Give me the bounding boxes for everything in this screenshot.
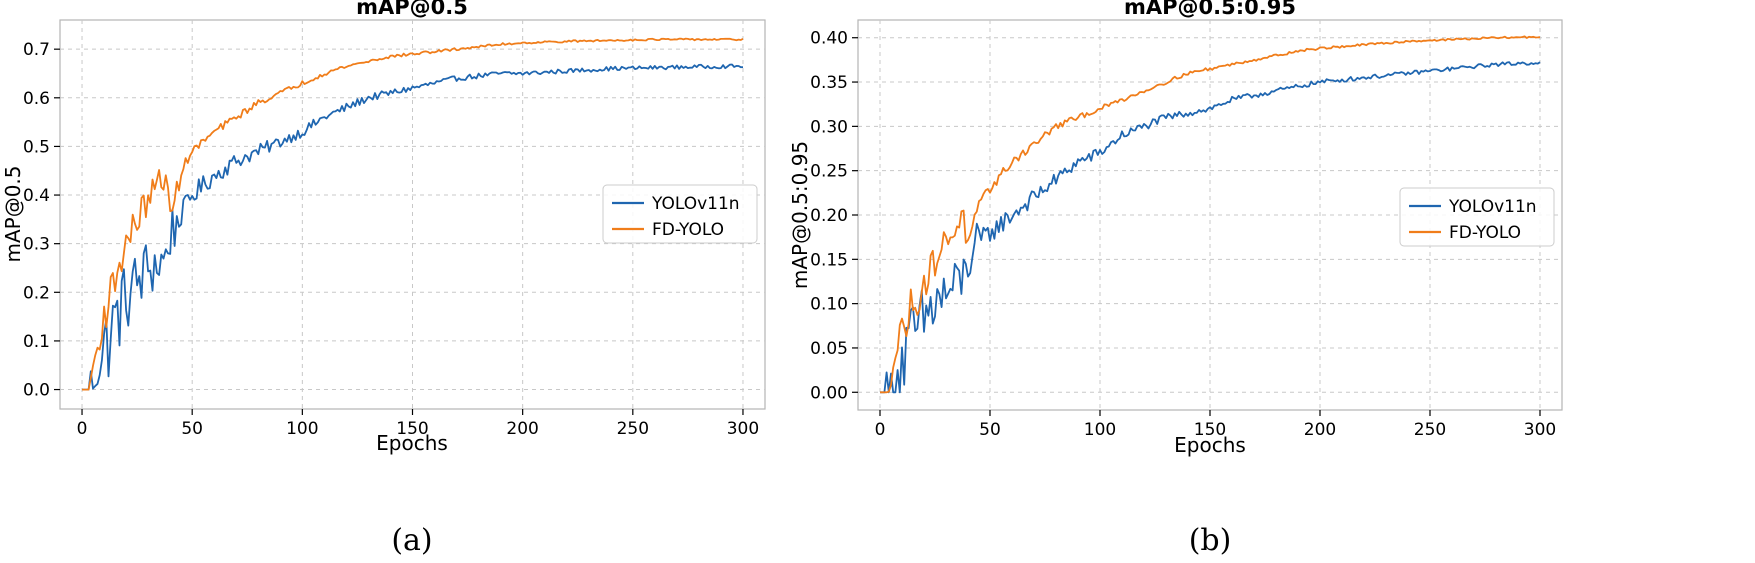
chart-a-xlabel: Epochs [376,431,448,455]
legend-a-yolov11n-label: YOLOv11n [651,194,740,214]
chart-b-xtick-label: 200 [1304,420,1336,440]
legend-b-yolov11n-label: YOLOv11n [1448,197,1537,217]
chart-a-xtick-label: 0 [77,419,88,439]
chart-a-series-yolov11n-line [82,63,744,391]
chart-a-ticks: 0 50 100 150 200 250 300 0.0 0.1 0.2 0.3 0.4 0.5 0.6 0… [23,40,759,439]
chart-a-legend: YOLOv11n FD-YOLO [602,184,758,244]
chart-b-xtick-label: 250 [1414,420,1446,440]
chart-b-ytick-label: 0.05 [810,339,848,359]
chart-a-series-fdyolo-line [82,37,744,391]
chart-a-xtick-label: 250 [617,419,649,439]
chart-b-ylabel: mAP@0.5:0.95 [788,141,812,289]
chart-a-ytick-label: 0.2 [23,283,50,303]
chart-b-xlabel: Epochs [1174,433,1246,457]
chart-b-xtick-label: 0 [875,420,886,440]
chart-b-title: mAP@0.5:0.95 [1124,0,1296,19]
chart-b-series-fdyolo-line [880,35,1541,394]
chart-b-ticks: 0 50 100 150 200 250 300 0.00 0.05 0.10 0.15 0.20 0.… [810,29,1556,440]
chart-panel-b: 0 50 100 150 200 250 300 0.00 0.05 0.10 0.15 0.20 0.… [788,0,1563,558]
legend-b-fdyolo-label: FD-YOLO [1449,223,1521,243]
chart-a-xtick-label: 100 [286,419,318,439]
chart-b-ytick-label: 0.10 [810,295,848,315]
chart-a-caption: (a) [391,523,432,558]
chart-a-ytick-label: 0.5 [23,137,50,157]
chart-b-ytick-label: 0.35 [810,73,848,93]
chart-b-xtick-label: 300 [1524,420,1556,440]
chart-b-xtick-label: 100 [1084,420,1116,440]
chart-a-series [82,37,744,391]
chart-b-series [880,35,1541,394]
chart-a-ytick-label: 0.6 [23,89,50,109]
chart-panel-a: 0 50 100 150 200 250 300 0.0 0.1 0.2 0.3 0.4 0.5 0.6 0… [1,0,766,558]
chart-b-ytick-label: 0.00 [810,383,848,403]
chart-a-xtick-label: 150 [396,419,428,439]
chart-a-title: mAP@0.5 [356,0,468,19]
chart-b-xtick-label: 150 [1194,420,1226,440]
chart-a-ylabel: mAP@0.5 [1,165,25,262]
chart-b-grid [858,20,1562,410]
chart-a-ytick-label: 0.4 [23,186,50,206]
chart-b-series-yolov11n-line [880,61,1541,394]
chart-a-xtick-label: 50 [181,419,203,439]
chart-b-ytick-label: 0.15 [810,250,848,270]
chart-a-xtick-label: 300 [727,419,759,439]
chart-b-ytick-label: 0.20 [810,206,848,226]
chart-a-ytick-label: 0.7 [23,40,50,60]
chart-b-caption: (b) [1189,523,1232,558]
chart-b-ytick-label: 0.40 [810,29,848,49]
chart-b-ytick-label: 0.30 [810,117,848,137]
chart-a-ytick-label: 0.3 [23,235,50,255]
chart-a-ytick-label: 0.1 [23,332,50,352]
chart-b-legend: YOLOv11n FD-YOLO [1399,187,1555,247]
legend-a-fdyolo-label: FD-YOLO [652,220,724,240]
chart-b-ytick-label: 0.25 [810,162,848,182]
chart-b-xtick-label: 50 [979,420,1001,440]
chart-a-ytick-label: 0.0 [23,381,50,401]
chart-a-xtick-label: 200 [506,419,538,439]
